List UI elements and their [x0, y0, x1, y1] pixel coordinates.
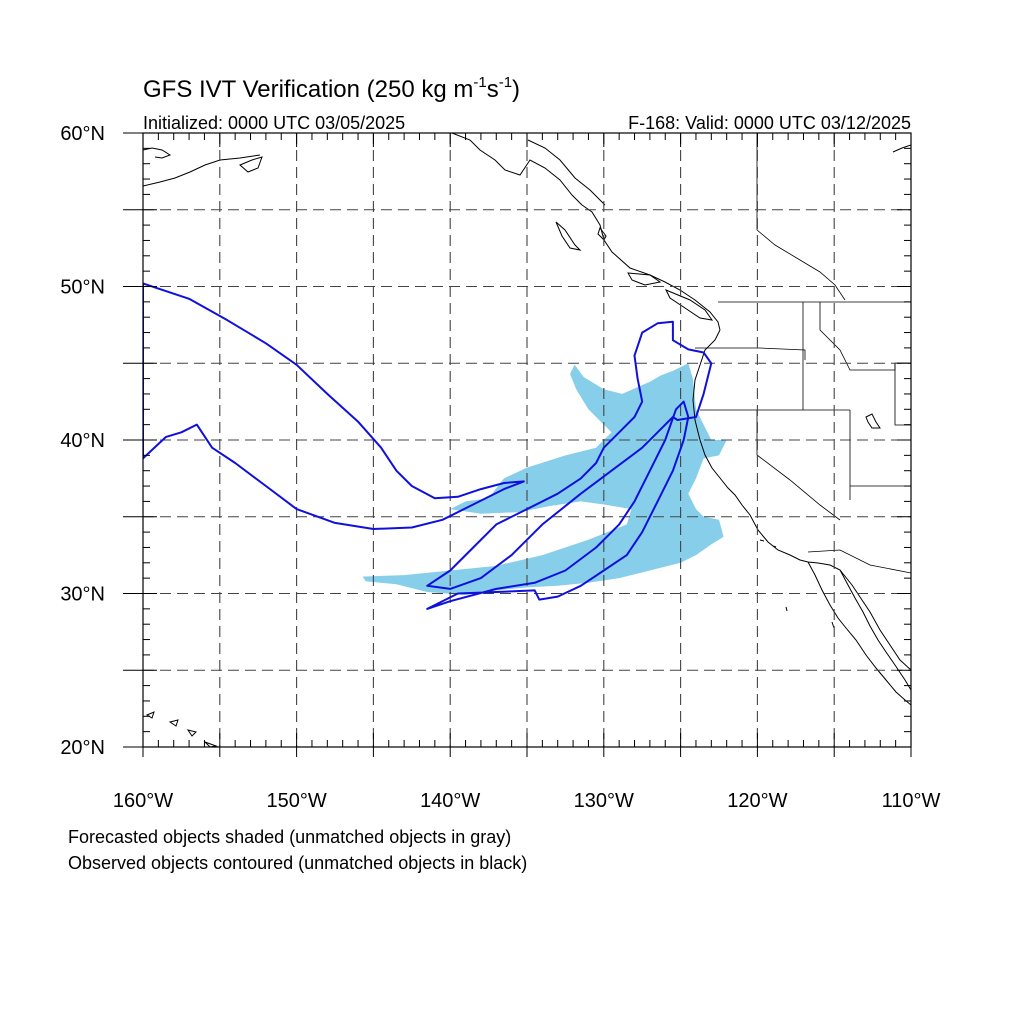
coastline-alaska-panhandle	[527, 139, 606, 206]
valid-label: F-168: Valid: 0000 UTC 03/12/2025	[628, 113, 911, 133]
coastline-baja	[807, 561, 911, 706]
forecast-object-main	[362, 363, 727, 595]
tick-layer	[123, 132, 912, 757]
title-sup-1: -1	[473, 74, 486, 91]
lon-tick-label: 160°W	[113, 790, 173, 812]
border-us-mexico	[807, 549, 911, 574]
lon-tick-label: 110°W	[882, 790, 941, 812]
border-layer	[695, 133, 911, 574]
island-hawaii-2	[168, 719, 179, 727]
coastline-gulf-california	[839, 569, 911, 671]
great-salt-lake	[865, 413, 881, 429]
border-washington-oregon	[695, 347, 806, 360]
observed-objects-layer	[143, 282, 713, 610]
figure-title: GFS IVT Verification (250 kg m-1s-1)	[143, 74, 520, 103]
title-end: )	[512, 76, 520, 103]
coastline-alaska-peninsula	[143, 154, 261, 187]
title-main: GFS IVT Verification (250 kg m	[143, 76, 473, 103]
island-1	[555, 221, 582, 251]
tick-label-layer: 160°W 150°W 140°W 130°W 120°W 110°W 20°N 30°N 40…	[60, 123, 940, 812]
coastline-hudson	[892, 144, 911, 153]
grid-layer	[143, 133, 911, 747]
island-channel	[759, 539, 777, 548]
title-sup-2: -1	[499, 74, 512, 91]
border-bc-alberta	[756, 229, 846, 301]
caption-line-1: Forecasted objects shaded (unmatched obj…	[68, 827, 511, 847]
lon-tick-label: 120°W	[727, 790, 787, 812]
lon-tick-label: 150°W	[266, 790, 326, 812]
init-label: Initialized: 0000 UTC 03/05/2025	[143, 113, 405, 133]
lat-tick-label: 60°N	[60, 123, 105, 145]
island-kodiak	[239, 156, 263, 173]
coastline-alaska-west	[143, 147, 172, 159]
lat-tick-label: 40°N	[60, 430, 105, 452]
island-hawaii-3	[186, 729, 197, 737]
observed-contour-north	[143, 282, 525, 530]
lon-tick-label: 140°W	[420, 790, 480, 812]
island-vancouver	[664, 289, 714, 321]
observed-contour-southwest	[426, 400, 690, 610]
title-mid: s	[487, 76, 499, 103]
lon-tick-label: 130°W	[574, 790, 634, 812]
lat-tick-label: 50°N	[60, 277, 105, 299]
observed-contour-main	[426, 320, 713, 590]
forecast-objects-layer	[362, 363, 727, 595]
island-3	[627, 272, 662, 286]
coastline-us-west	[692, 329, 911, 691]
coastline-alaska	[451, 133, 721, 331]
coastline-layer	[143, 133, 911, 747]
caption-line-2: Observed objects contoured (unmatched ob…	[68, 853, 527, 873]
lat-tick-label: 20°N	[60, 737, 105, 759]
lat-tick-label: 30°N	[60, 584, 105, 606]
island-guadalupe	[785, 606, 788, 612]
